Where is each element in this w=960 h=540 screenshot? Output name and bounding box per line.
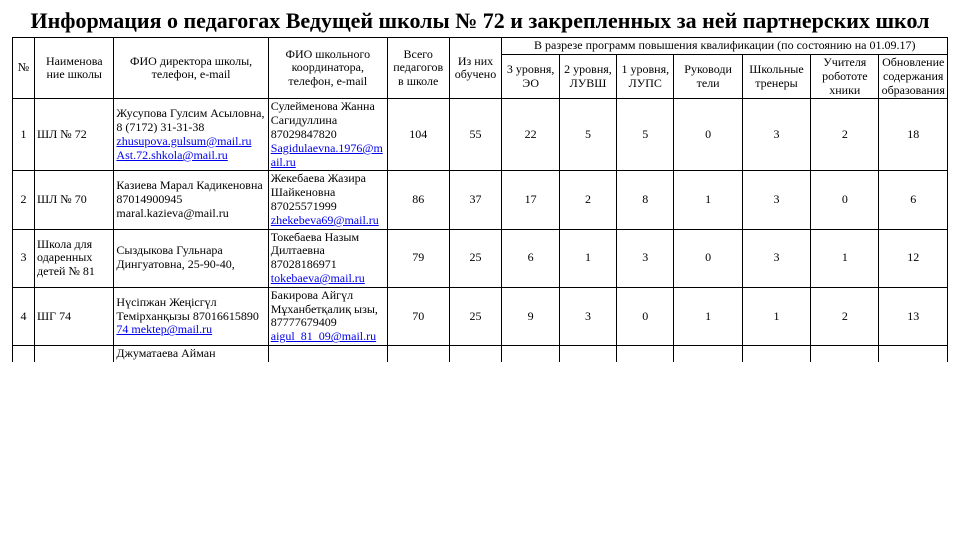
cell-empty [674,346,742,362]
h-lead: Руководи тели [674,55,742,99]
cell-empty [449,346,502,362]
cell-trained: 25 [449,287,502,345]
h-g2: 2 уровня, ЛУВШ [559,55,616,99]
cell-g1: 5 [617,99,674,171]
cell-g1: 0 [617,287,674,345]
cell-g3: 9 [502,287,559,345]
cell-school: Школа для одаренных детей № 81 [35,229,114,287]
h-no: № [13,38,35,99]
cell-coordinator: Бакирова Айгүл Мұханбетқалиқ ызы, 877776… [268,287,387,345]
cell-train: 3 [742,171,810,229]
cell-g2: 1 [559,229,616,287]
table-row: 1ШЛ № 72Жусупова Гулсим Асыловна, 8 (717… [13,99,948,171]
cell-lead: 1 [674,171,742,229]
h-train: Школьные тренеры [742,55,810,99]
cell-no: 4 [13,287,35,345]
cell-upd: 18 [879,99,948,171]
cell-total: 79 [387,229,449,287]
h-school: Наименова ние школы [35,38,114,99]
cell-robot: 2 [811,99,879,171]
cell-train: 3 [742,229,810,287]
cell-g2: 2 [559,171,616,229]
cell-empty [502,346,559,362]
cell-train: 1 [742,287,810,345]
email-link[interactable]: 74 mektep@mail.ru [116,322,212,336]
table-row: 4ШГ 74Нүсіпжан Жеңісгүл Темірханқызы 870… [13,287,948,345]
cell-total: 70 [387,287,449,345]
cell-director: Казиева Марал Кадикеновна 87014900945 ma… [114,171,268,229]
email-link[interactable]: zhekebeva69@mail.ru [271,213,379,227]
cell-director: Сыздыкова Гульнара Дингуатовна, 25-90-40… [114,229,268,287]
cell-empty [559,346,616,362]
cell-school: ШГ 74 [35,287,114,345]
cell-empty [268,346,387,362]
cell-empty [617,346,674,362]
cell-upd: 12 [879,229,948,287]
email-link[interactable]: Sagidulaevna.1976@mail.ru [271,141,383,169]
cell-no: 3 [13,229,35,287]
cell-lead: 1 [674,287,742,345]
h-g1: 1 уровня, ЛУПС [617,55,674,99]
cell-trained: 25 [449,229,502,287]
cell-school [35,346,114,362]
cell-g2: 5 [559,99,616,171]
email-link[interactable]: Ast.72.shkola@mail.ru [116,148,227,162]
cell-total: 86 [387,171,449,229]
cell-lead: 0 [674,229,742,287]
cell-robot: 0 [811,171,879,229]
h-trained: Из них обучено [449,38,502,99]
page-title: Информация о педагогах Ведущей школы № 7… [12,8,948,33]
cell-g1: 8 [617,171,674,229]
teachers-table: № Наименова ние школы ФИО директора школ… [12,37,948,362]
cell-trained: 55 [449,99,502,171]
cell-train: 3 [742,99,810,171]
cell-coordinator: Жекебаева Жазира Шайкеновна 87025571999z… [268,171,387,229]
cell-empty [879,346,948,362]
cell-coordinator: Токебаева Назым Дилтаевна 87028186971tok… [268,229,387,287]
cell-g3: 22 [502,99,559,171]
table-row: 2ШЛ № 70Казиева Марал Кадикеновна 870149… [13,171,948,229]
email-link[interactable]: zhusupova.gulsum@mail.ru [116,134,251,148]
h-group: В разрезе программ повышения квалификаци… [502,38,948,55]
cell-g1: 3 [617,229,674,287]
cell-empty [387,346,449,362]
email-link[interactable]: aigul_81_09@mail.ru [271,329,376,343]
cell-robot: 2 [811,287,879,345]
email-link[interactable]: tokebaeva@mail.ru [271,271,365,285]
cell-lead: 0 [674,99,742,171]
h-upd: Обновление содержания образования [879,55,948,99]
cell-school: ШЛ № 70 [35,171,114,229]
cell-upd: 6 [879,171,948,229]
table-row: 3Школа для одаренных детей № 81Сыздыкова… [13,229,948,287]
cell-director: Джуматаева Айман [114,346,268,362]
cell-director: Жусупова Гулсим Асыловна, 8 (7172) 31-31… [114,99,268,171]
cell-upd: 13 [879,287,948,345]
cell-director: Нүсіпжан Жеңісгүл Темірханқызы 870166158… [114,287,268,345]
header-row-1: № Наименова ние школы ФИО директора школ… [13,38,948,55]
cell-trained: 37 [449,171,502,229]
cell-no: 1 [13,99,35,171]
cell-no [13,346,35,362]
table-row: Джуматаева Айман [13,346,948,362]
h-director: ФИО директора школы, телефон, e-mail [114,38,268,99]
h-coordinator: ФИО школьного координатора, телефон, e-m… [268,38,387,99]
h-g3: 3 уровня, ЭО [502,55,559,99]
cell-coordinator: Сулейменова Жанна Сагидуллина 8702984782… [268,99,387,171]
cell-no: 2 [13,171,35,229]
cell-robot: 1 [811,229,879,287]
h-total: Всего педагогов в школе [387,38,449,99]
cell-school: ШЛ № 72 [35,99,114,171]
cell-g3: 17 [502,171,559,229]
cell-empty [811,346,879,362]
h-robot: Учителя робототе хники [811,55,879,99]
cell-g3: 6 [502,229,559,287]
cell-total: 104 [387,99,449,171]
cell-empty [742,346,810,362]
cell-g2: 3 [559,287,616,345]
